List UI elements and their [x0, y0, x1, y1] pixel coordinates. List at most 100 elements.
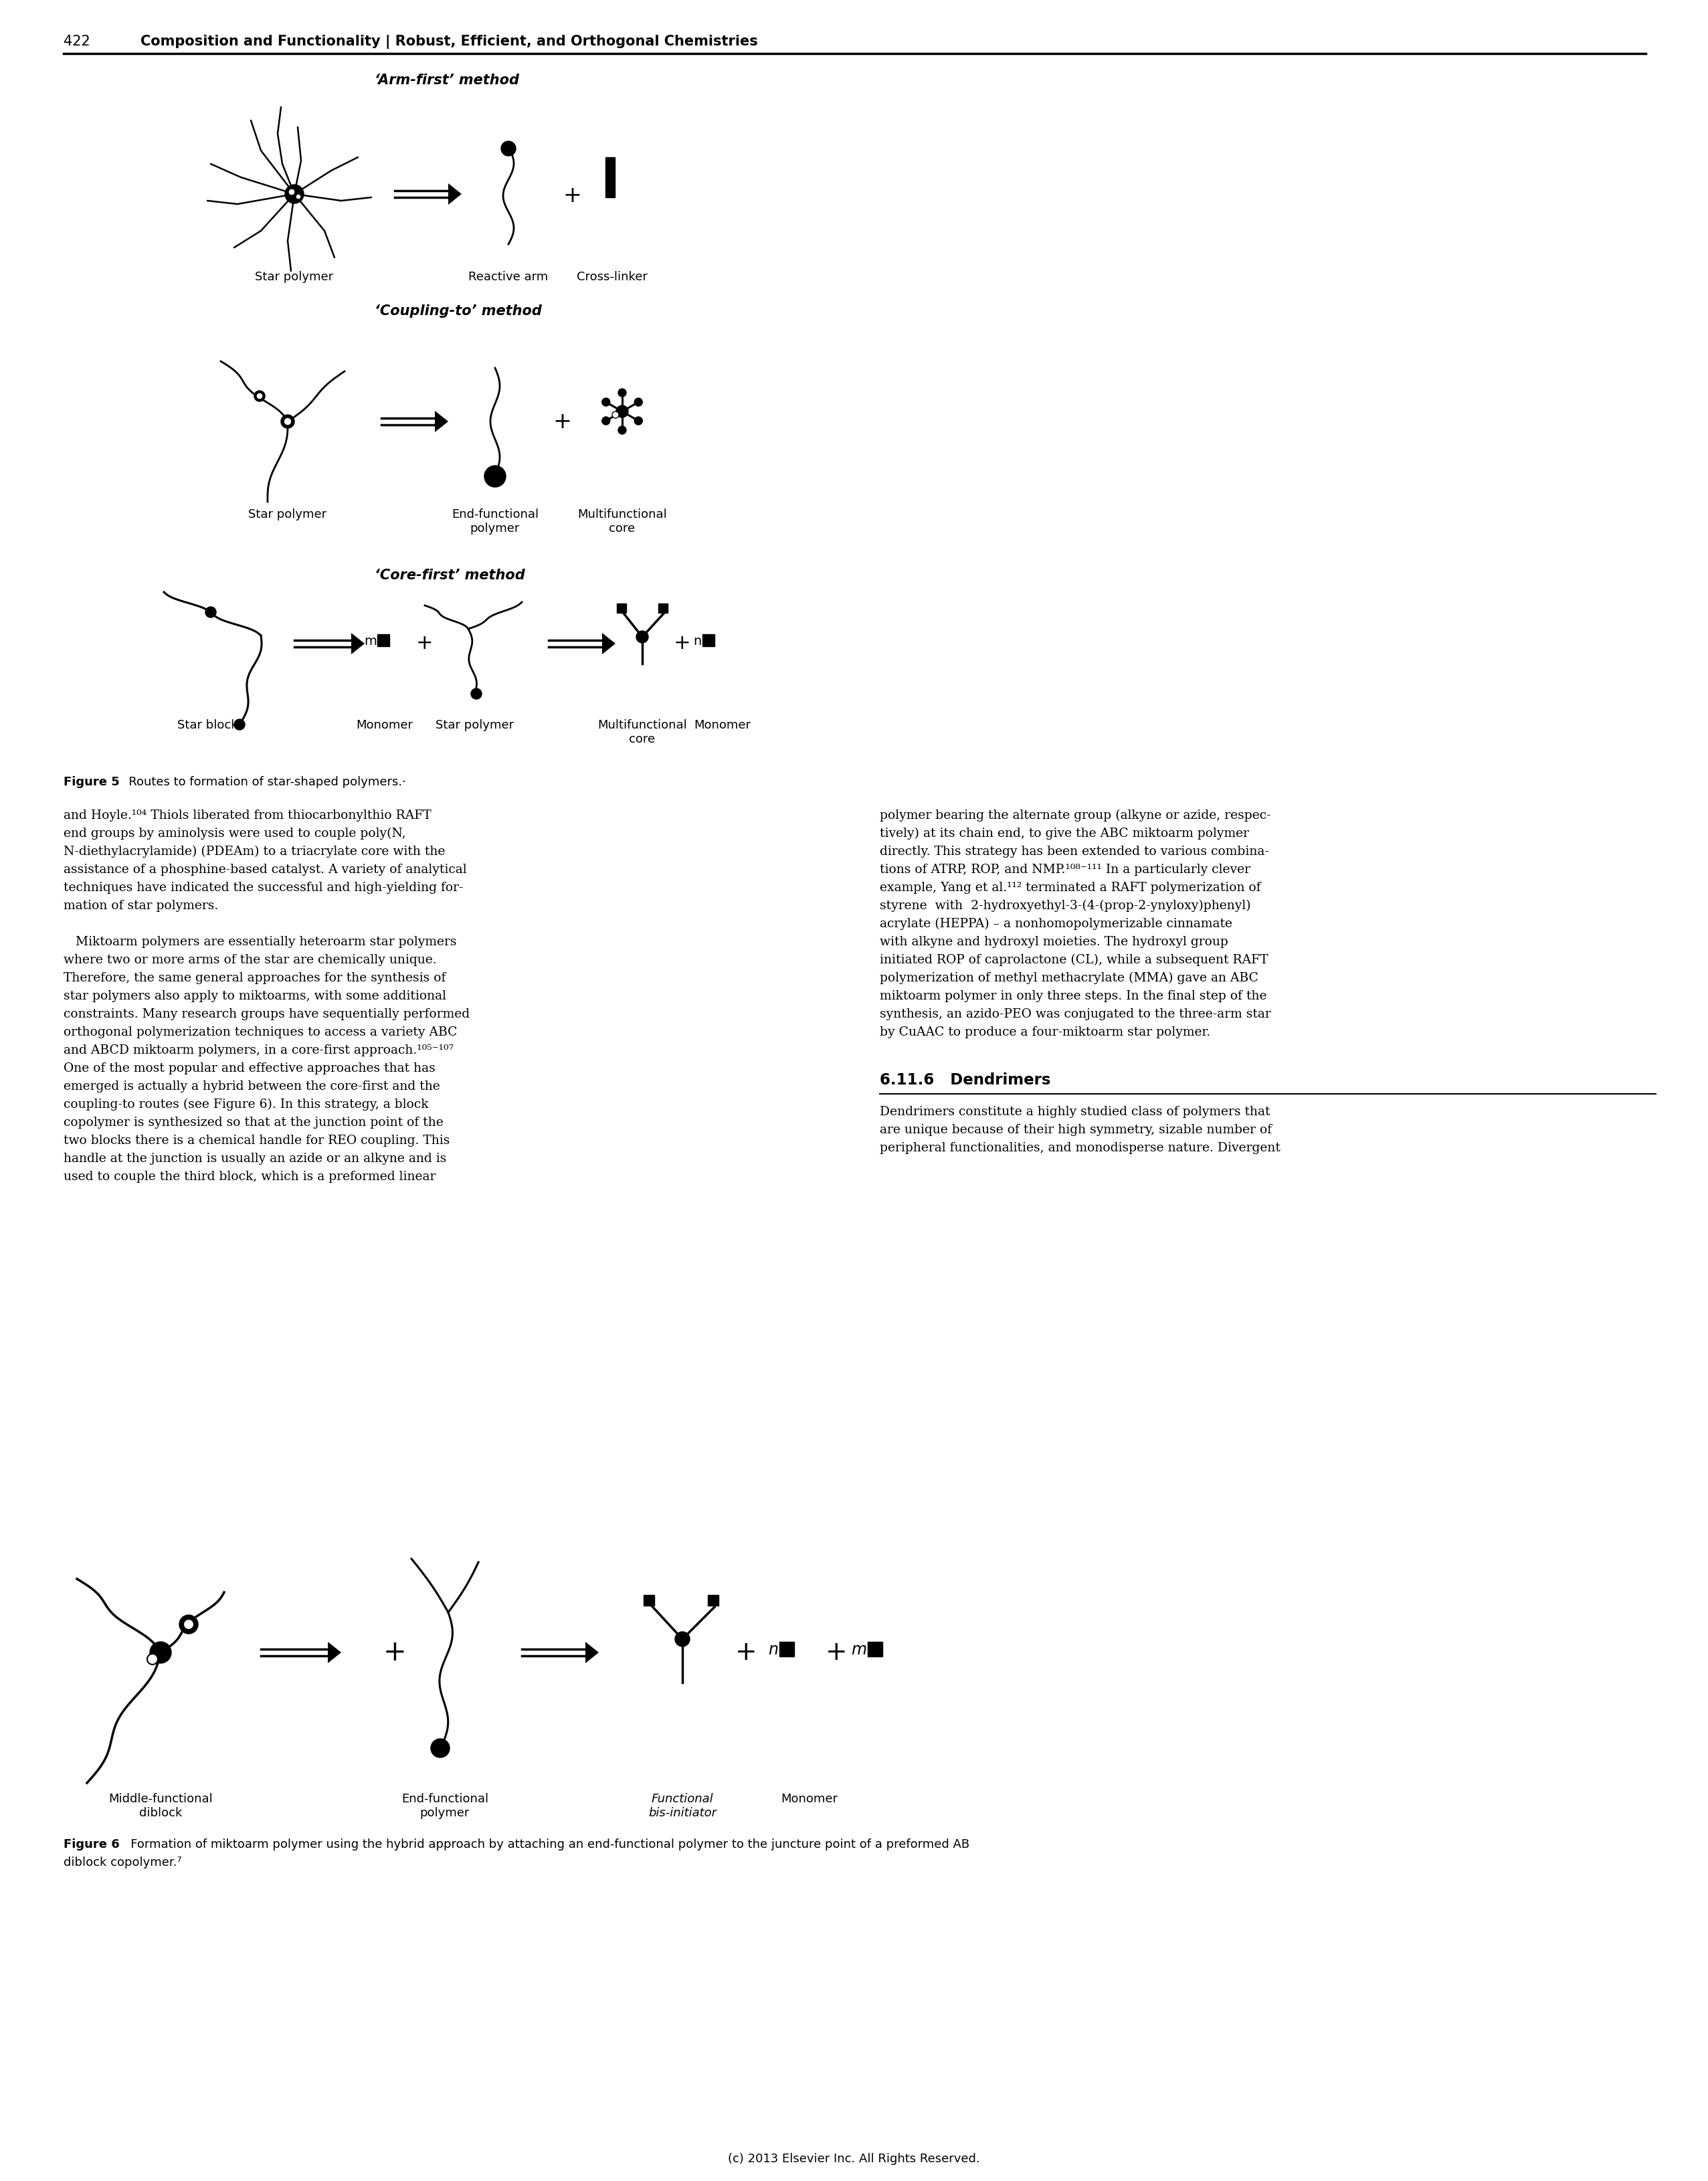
Text: tively) at its chain end, to give the ABC miktoarm polymer: tively) at its chain end, to give the AB…: [880, 827, 1249, 840]
Circle shape: [256, 393, 263, 399]
Circle shape: [205, 606, 217, 617]
Text: polymer bearing the alternate group (alkyne or azide, respec-: polymer bearing the alternate group (alk…: [880, 809, 1271, 822]
Circle shape: [485, 465, 506, 486]
Circle shape: [618, 388, 627, 397]
Text: initiated ROP of caprolactone (CL), while a subsequent RAFT: initiated ROP of caprolactone (CL), whil…: [880, 953, 1267, 966]
Circle shape: [430, 1738, 449, 1758]
Text: (c) 2013 Elsevier Inc. All Rights Reserved.: (c) 2013 Elsevier Inc. All Rights Reserv…: [728, 2153, 980, 2166]
Text: Star polymer: Star polymer: [254, 270, 333, 284]
Circle shape: [179, 1614, 198, 1634]
Text: Miktoarm polymers are essentially heteroarm star polymers: Miktoarm polymers are essentially hetero…: [63, 936, 456, 949]
Polygon shape: [352, 632, 364, 654]
Text: copolymer is synthesized so that at the junction point of the: copolymer is synthesized so that at the …: [63, 1117, 444, 1128]
Circle shape: [500, 142, 516, 155]
Text: n: n: [769, 1642, 779, 1658]
Text: Figure 6: Figure 6: [63, 1839, 120, 1849]
Text: miktoarm polymer in only three steps. In the final step of the: miktoarm polymer in only three steps. In…: [880, 990, 1267, 1003]
Text: diblock copolymer.⁷: diblock copolymer.⁷: [63, 1856, 181, 1869]
Bar: [617, 604, 627, 613]
Text: Multifunctional
core: Multifunctional core: [598, 720, 687, 746]
Text: and Hoyle.¹⁰⁴ Thiols liberated from thiocarbonylthio RAFT: and Hoyle.¹⁰⁴ Thiols liberated from thio…: [63, 809, 430, 822]
Text: coupling-to routes (see Figure 6). In this strategy, a block: coupling-to routes (see Figure 6). In th…: [63, 1099, 429, 1110]
Text: directly. This strategy has been extended to various combina-: directly. This strategy has been extende…: [880, 846, 1269, 857]
Circle shape: [471, 689, 482, 700]
Text: m: m: [364, 635, 377, 648]
Circle shape: [234, 720, 244, 731]
Circle shape: [289, 190, 295, 196]
Circle shape: [634, 399, 642, 406]
Bar: [658, 604, 668, 613]
Circle shape: [282, 414, 294, 427]
Text: where two or more arms of the star are chemically unique.: where two or more arms of the star are c…: [63, 953, 437, 966]
Bar: [377, 635, 389, 646]
Bar: [605, 157, 615, 196]
Text: ‘Arm-first’ method: ‘Arm-first’ method: [374, 74, 519, 87]
Text: styrene  with  2-hydroxyethyl-3-(4-(prop-2-ynyloxy)phenyl): styrene with 2-hydroxyethyl-3-(4-(prop-2…: [880, 901, 1250, 912]
Text: with alkyne and hydroxyl moieties. The hydroxyl group: with alkyne and hydroxyl moieties. The h…: [880, 936, 1228, 949]
Text: mation of star polymers.: mation of star polymers.: [63, 901, 219, 912]
Text: peripheral functionalities, and monodisperse nature. Divergent: peripheral functionalities, and monodisp…: [880, 1143, 1281, 1154]
Text: used to couple the third block, which is a preformed linear: used to couple the third block, which is…: [63, 1171, 436, 1182]
Circle shape: [254, 390, 265, 401]
Text: are unique because of their high symmetry, sizable number of: are unique because of their high symmetr…: [880, 1123, 1272, 1136]
Text: 422: 422: [63, 35, 91, 48]
Circle shape: [637, 630, 649, 643]
Text: orthogonal polymerization techniques to access a variety ABC: orthogonal polymerization techniques to …: [63, 1027, 458, 1038]
Text: Star polymer: Star polymer: [248, 508, 326, 521]
Polygon shape: [436, 410, 447, 432]
Text: +: +: [383, 1638, 407, 1666]
Text: n: n: [693, 635, 700, 648]
Text: +: +: [553, 410, 570, 432]
Circle shape: [183, 1618, 195, 1629]
Text: Figure 5: Figure 5: [63, 776, 120, 787]
Circle shape: [611, 412, 618, 419]
Circle shape: [601, 399, 610, 406]
Circle shape: [285, 185, 304, 203]
Text: Functional
bis-initiator: Functional bis-initiator: [649, 1793, 717, 1819]
Text: 6.11.6   Dendrimers: 6.11.6 Dendrimers: [880, 1073, 1050, 1088]
Text: assistance of a phosphine-based catalyst. A variety of analytical: assistance of a phosphine-based catalyst…: [63, 864, 466, 877]
Text: Formation of miktoarm polymer using the hybrid approach by attaching an end-func: Formation of miktoarm polymer using the …: [120, 1839, 970, 1849]
Text: Therefore, the same general approaches for the synthesis of: Therefore, the same general approaches f…: [63, 973, 446, 984]
Polygon shape: [328, 1642, 342, 1664]
Polygon shape: [586, 1642, 600, 1664]
Text: +: +: [417, 635, 434, 654]
Text: Dendrimers constitute a highly studied class of polymers that: Dendrimers constitute a highly studied c…: [880, 1106, 1271, 1119]
Text: Multifunctional
core: Multifunctional core: [577, 508, 666, 534]
Text: Star block: Star block: [178, 720, 237, 731]
Circle shape: [295, 194, 301, 198]
Text: example, Yang et al.¹¹² terminated a RAFT polymerization of: example, Yang et al.¹¹² terminated a RAF…: [880, 881, 1261, 894]
Text: and ABCD miktoarm polymers, in a core-first approach.¹⁰⁵⁻¹⁰⁷: and ABCD miktoarm polymers, in a core-fi…: [63, 1045, 454, 1056]
Text: N-diethylacrylamide) (PDEAm) to a triacrylate core with the: N-diethylacrylamide) (PDEAm) to a triacr…: [63, 846, 446, 857]
Circle shape: [675, 1631, 690, 1647]
Text: Reactive arm: Reactive arm: [468, 270, 548, 284]
Circle shape: [601, 417, 610, 425]
Circle shape: [634, 417, 642, 425]
Text: acrylate (HEPPA) – a nonhomopolymerizable cinnamate: acrylate (HEPPA) – a nonhomopolymerizabl…: [880, 918, 1233, 929]
Text: m: m: [851, 1642, 866, 1658]
Text: ‘Coupling-to’ method: ‘Coupling-to’ method: [374, 305, 541, 318]
Circle shape: [147, 1653, 157, 1664]
Text: polymerization of methyl methacrylate (MMA) gave an ABC: polymerization of methyl methacrylate (M…: [880, 973, 1259, 984]
Circle shape: [284, 417, 292, 425]
Text: Monomer: Monomer: [781, 1793, 839, 1806]
Text: End-functional
polymer: End-functional polymer: [451, 508, 538, 534]
Bar: [702, 635, 714, 646]
Text: +: +: [675, 635, 692, 654]
Text: +: +: [562, 185, 581, 207]
Text: emerged is actually a hybrid between the core-first and the: emerged is actually a hybrid between the…: [63, 1080, 441, 1093]
Text: End-functional
polymer: End-functional polymer: [401, 1793, 488, 1819]
Text: techniques have indicated the successful and high-yielding for-: techniques have indicated the successful…: [63, 881, 463, 894]
Bar: [707, 1594, 719, 1605]
Text: Middle-functional
diblock: Middle-functional diblock: [109, 1793, 214, 1819]
Text: +: +: [734, 1640, 757, 1664]
Text: by CuAAC to produce a four-miktoarm star polymer.: by CuAAC to produce a four-miktoarm star…: [880, 1027, 1211, 1038]
Bar: [779, 1642, 794, 1658]
Text: constraints. Many research groups have sequentially performed: constraints. Many research groups have s…: [63, 1008, 470, 1021]
Text: +: +: [825, 1640, 847, 1664]
Circle shape: [618, 425, 627, 434]
Polygon shape: [447, 183, 461, 205]
Text: tions of ATRP, ROP, and NMP.¹⁰⁸⁻¹¹¹ In a particularly clever: tions of ATRP, ROP, and NMP.¹⁰⁸⁻¹¹¹ In a…: [880, 864, 1250, 877]
Polygon shape: [603, 632, 615, 654]
Text: Cross-linker: Cross-linker: [577, 270, 647, 284]
